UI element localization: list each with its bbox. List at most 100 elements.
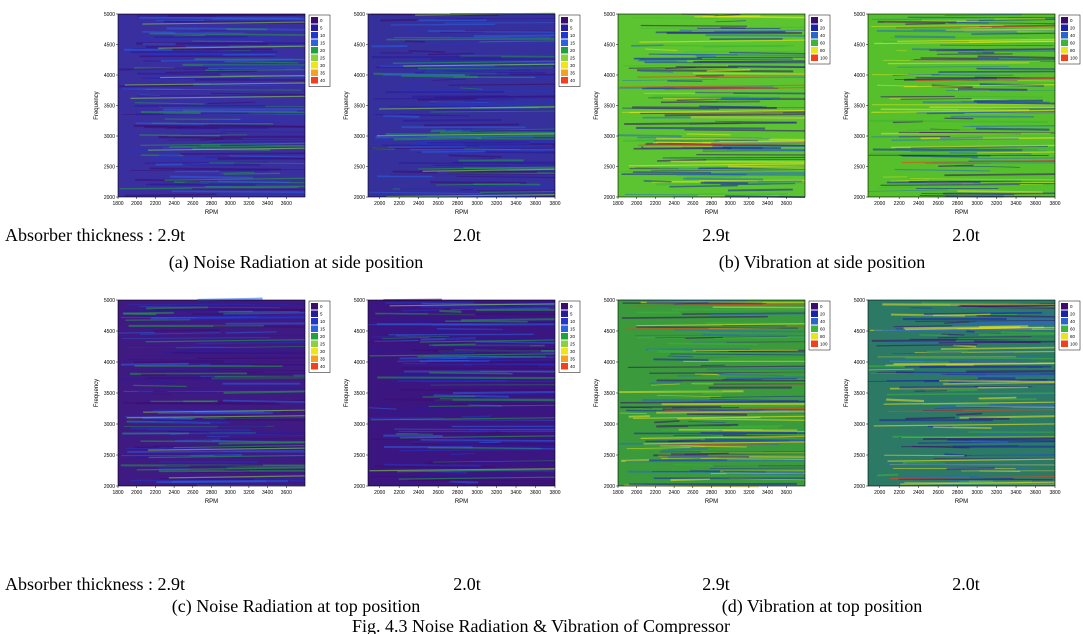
legend-swatch — [1061, 310, 1068, 317]
legend-label: 100 — [820, 342, 828, 347]
texture — [428, 404, 556, 407]
legend-swatch — [811, 24, 818, 31]
texture — [640, 24, 747, 27]
texture — [916, 110, 1056, 114]
texture — [370, 147, 556, 150]
texture — [130, 169, 306, 171]
texture — [699, 105, 767, 108]
texture — [883, 401, 1056, 405]
texture — [978, 433, 1044, 436]
texture — [941, 333, 965, 336]
x-tick-label: 3600 — [1030, 490, 1041, 496]
texture — [880, 108, 1030, 111]
x-tick-label: 3000 — [972, 490, 983, 496]
texture — [126, 415, 306, 419]
y-tick-label: 2500 — [104, 453, 115, 459]
texture — [957, 88, 1028, 91]
x-tick-label: 2800 — [952, 201, 963, 207]
texture — [921, 192, 1015, 196]
texture — [623, 64, 703, 67]
y-tick-label: 4500 — [854, 43, 865, 49]
texture — [168, 134, 248, 137]
x-tick-label: 3000 — [225, 201, 236, 207]
texture — [448, 154, 502, 158]
texture — [891, 144, 1056, 148]
texture — [897, 38, 1056, 42]
legend-swatch — [811, 39, 818, 46]
texture — [874, 40, 1056, 45]
y-tick-label: 2500 — [854, 165, 865, 171]
legend-label: 35 — [320, 357, 326, 362]
texture — [632, 448, 669, 451]
texture — [667, 342, 759, 346]
texture — [218, 310, 253, 313]
x-tick-label: 2600 — [687, 490, 698, 496]
texture — [642, 398, 806, 403]
contour-panel: 1800 2000 2200 2400 2600 2800 3000 3200 3400 3600… — [594, 12, 831, 216]
x-tick-label: 2200 — [650, 490, 661, 496]
x-tick-label: 2600 — [433, 201, 444, 207]
y-tick-label: 5000 — [354, 12, 365, 18]
texture — [891, 138, 1019, 141]
texture — [402, 119, 502, 122]
x-tick-label: 2200 — [150, 201, 161, 207]
texture — [902, 148, 978, 151]
texture — [212, 439, 277, 443]
x-tick-label: 2600 — [687, 201, 698, 207]
texture — [945, 28, 1056, 32]
texture — [121, 362, 189, 366]
y-tick-label: 5000 — [354, 298, 365, 304]
texture — [430, 57, 556, 61]
legend-label: 25 — [320, 342, 326, 347]
texture — [386, 38, 556, 41]
texture — [222, 20, 306, 23]
thickness-label: 2.0t — [453, 574, 481, 594]
x-tick-label: 3200 — [491, 201, 502, 207]
texture — [715, 357, 806, 360]
y-tick-label: 3500 — [354, 391, 365, 397]
legend-swatch — [1061, 39, 1068, 46]
texture — [146, 306, 209, 310]
texture — [119, 67, 208, 71]
texture — [901, 436, 1056, 438]
texture — [880, 183, 1020, 187]
legend-swatch — [311, 340, 318, 347]
texture — [651, 383, 680, 386]
texture — [684, 452, 729, 456]
texture — [449, 480, 479, 484]
legend-label: 15 — [570, 327, 576, 332]
texture — [420, 103, 535, 106]
texture — [664, 86, 806, 91]
texture — [160, 354, 306, 357]
texture — [908, 73, 1014, 77]
x-tick-label: 3200 — [243, 201, 254, 207]
texture — [906, 128, 977, 131]
texture — [900, 481, 1056, 485]
texture — [915, 319, 1056, 322]
texture — [966, 18, 1056, 22]
figure-caption: Fig. 4.3 Noise Radiation & Vibration of … — [352, 616, 730, 634]
texture — [480, 191, 556, 194]
y-tick-label: 4000 — [604, 360, 615, 366]
y-tick-label: 3500 — [354, 104, 365, 110]
texture — [228, 155, 306, 158]
legend-swatch — [561, 340, 568, 347]
texture — [943, 150, 1056, 152]
texture — [893, 325, 953, 328]
texture — [445, 337, 556, 341]
texture — [127, 346, 226, 349]
texture — [673, 329, 806, 332]
y-tick-label: 4000 — [604, 73, 615, 79]
legend-swatch — [811, 303, 818, 310]
texture — [637, 142, 806, 146]
texture — [709, 399, 799, 401]
legend-label: 20 — [570, 334, 576, 339]
legend-label: 35 — [570, 71, 576, 76]
texture — [210, 446, 306, 449]
texture — [693, 349, 799, 352]
texture — [709, 331, 806, 333]
texture — [644, 48, 678, 51]
texture — [868, 189, 949, 192]
texture — [653, 358, 709, 361]
